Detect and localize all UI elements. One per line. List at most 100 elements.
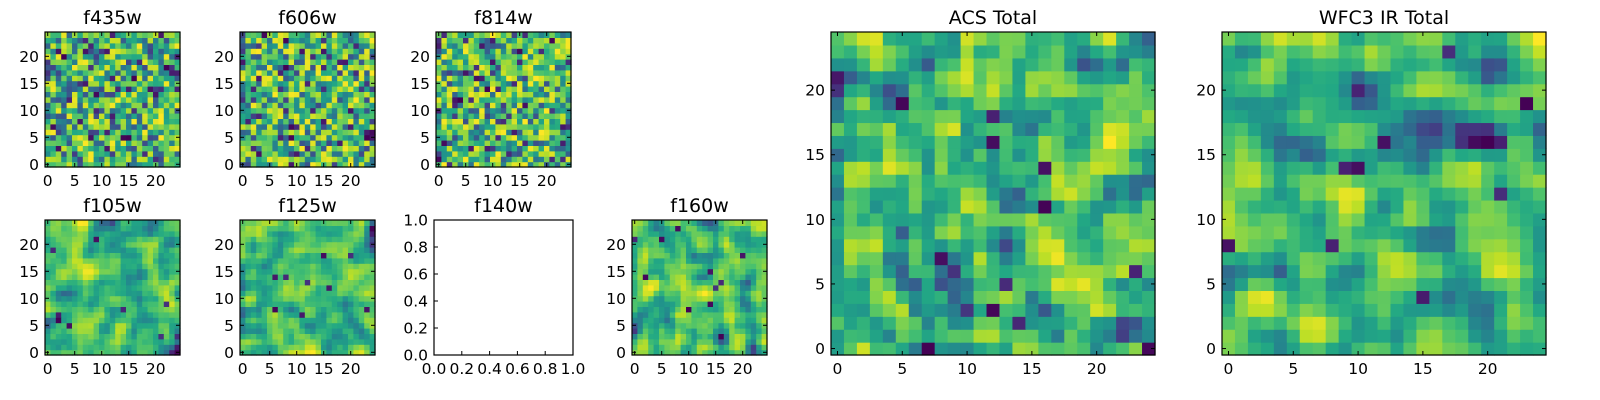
heatmap-cell <box>261 129 268 136</box>
heatmap-cell <box>342 59 349 65</box>
heatmap-cell <box>342 284 349 291</box>
heatmap-cell <box>479 42 486 49</box>
heatmap-cell <box>1234 264 1249 279</box>
heatmap-cell <box>702 328 709 334</box>
heatmap-cell <box>761 279 768 286</box>
heatmap-cell <box>88 86 95 92</box>
heatmap-cell <box>1025 70 1039 85</box>
heatmap-cell <box>549 53 556 60</box>
heatmap-cell <box>337 236 344 243</box>
heatmap-cell <box>696 317 703 324</box>
heatmap-cell <box>261 107 268 114</box>
heatmap-cell <box>1520 251 1534 266</box>
heatmap-cell <box>358 257 365 264</box>
heatmap-cell <box>1312 174 1327 188</box>
heatmap-cell <box>82 338 89 345</box>
heatmap-cell <box>986 109 1001 124</box>
heatmap-cell <box>1416 174 1430 188</box>
heatmap-cell <box>680 279 687 286</box>
heatmap-cell <box>908 212 923 227</box>
heatmap-cell <box>869 70 884 85</box>
heatmap-cell <box>240 86 246 92</box>
heatmap-cell <box>310 156 317 163</box>
heatmap-cell <box>120 91 127 98</box>
heatmap-cell <box>337 140 344 146</box>
heatmap-cell <box>364 279 371 286</box>
heatmap-cell <box>369 86 376 92</box>
heatmap-cell <box>337 37 344 44</box>
heatmap-cell <box>750 301 757 307</box>
heatmap-cell <box>267 123 273 130</box>
heatmap-cell <box>115 129 122 136</box>
heatmap-cell <box>142 64 149 71</box>
heatmap-cell <box>1234 174 1249 188</box>
heatmap-cell <box>691 317 698 324</box>
heatmap-cell <box>718 301 725 307</box>
panel-title: f160w <box>670 195 729 217</box>
heatmap-cell <box>452 161 459 168</box>
heatmap-cell <box>272 257 279 264</box>
heatmap-cell <box>283 257 290 264</box>
heatmap-cell <box>869 303 884 317</box>
heatmap-cell <box>1455 187 1469 201</box>
heatmap-cell <box>648 306 655 313</box>
heatmap-cell <box>729 349 736 356</box>
heatmap-cell <box>756 328 763 334</box>
y-tick-label: 0 <box>29 156 39 174</box>
heatmap-cell <box>565 59 572 65</box>
heatmap-cell <box>88 150 95 157</box>
heatmap-cell <box>299 145 306 152</box>
heatmap-cell <box>538 86 545 92</box>
heatmap-cell <box>115 274 122 280</box>
heatmap-cell <box>1116 109 1130 124</box>
heatmap-cell <box>463 59 469 65</box>
heatmap-cell <box>104 96 111 103</box>
heatmap-cell <box>147 279 154 286</box>
heatmap-cell <box>934 70 949 85</box>
heatmap-cell <box>856 290 871 304</box>
heatmap-cell <box>55 145 62 152</box>
heatmap-cell <box>283 64 290 71</box>
heatmap-cell <box>1038 70 1052 85</box>
heatmap-cell <box>1429 251 1443 266</box>
heatmap-cell <box>353 274 360 280</box>
heatmap-cell <box>947 316 962 330</box>
heatmap-cell <box>495 107 502 114</box>
heatmap-cell <box>99 96 105 103</box>
heatmap-cell <box>109 328 116 334</box>
heatmap-cell <box>831 174 845 188</box>
heatmap-cell <box>169 230 176 237</box>
heatmap-cell <box>163 338 170 345</box>
heatmap-cell <box>669 295 676 302</box>
heatmap-cell <box>750 311 757 318</box>
heatmap-cell <box>358 48 365 55</box>
heatmap-cell <box>947 290 962 304</box>
heatmap-cell <box>1507 290 1521 304</box>
heatmap-cell <box>288 145 295 152</box>
heatmap-cell <box>136 64 143 71</box>
heatmap-cell <box>740 311 746 318</box>
heatmap-cell <box>723 295 730 302</box>
heatmap-cell <box>288 263 295 270</box>
heatmap-cell <box>245 156 252 163</box>
heatmap-cell <box>277 338 284 345</box>
heatmap-cell <box>147 349 154 356</box>
y-tick-label: 20 <box>19 48 39 66</box>
heatmap-cell <box>240 123 246 130</box>
heatmap-cell <box>82 279 89 286</box>
heatmap-cell <box>304 333 311 340</box>
heatmap-cell <box>158 129 165 136</box>
heatmap-cell <box>986 70 1001 85</box>
heatmap-cell <box>174 274 181 280</box>
heatmap-cell <box>1129 83 1143 98</box>
heatmap-cell <box>1247 174 1262 188</box>
heatmap-cell <box>153 48 159 55</box>
heatmap-cell <box>642 274 649 280</box>
heatmap-cell <box>321 344 327 351</box>
heatmap-cell <box>869 316 884 330</box>
y-tick-label: 20 <box>805 82 825 100</box>
heatmap-cell <box>283 107 290 114</box>
heatmap-cell <box>745 257 752 264</box>
heatmap-cell <box>304 53 311 60</box>
heatmap-cell <box>256 91 263 98</box>
